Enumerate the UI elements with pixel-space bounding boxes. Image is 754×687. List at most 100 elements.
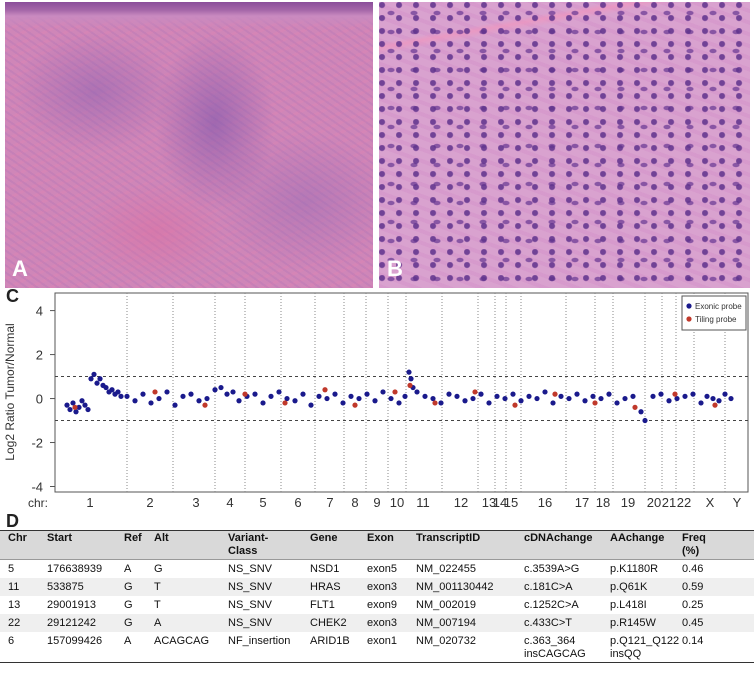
column-header: cDNAchange bbox=[524, 532, 593, 544]
legend-marker bbox=[686, 316, 692, 322]
legend-label: Exonic probe bbox=[695, 302, 742, 311]
data-point bbox=[592, 400, 598, 406]
table-cell: A bbox=[154, 617, 162, 629]
data-point bbox=[188, 391, 194, 397]
data-point bbox=[472, 389, 478, 395]
y-axis-label: Log2 Ratio Tumor/Normal bbox=[3, 323, 17, 460]
table-cell: exon5 bbox=[367, 563, 397, 575]
data-point bbox=[224, 391, 230, 397]
data-point bbox=[512, 402, 518, 408]
data-point bbox=[284, 395, 290, 402]
x-tick-label: 20 bbox=[647, 495, 661, 510]
table-cell: 533875 bbox=[47, 581, 84, 593]
data-point bbox=[82, 402, 88, 408]
table-cell: G bbox=[124, 617, 133, 629]
data-point bbox=[260, 400, 266, 406]
x-tick-label: 6 bbox=[294, 495, 301, 510]
data-point bbox=[196, 398, 202, 404]
data-point bbox=[462, 398, 468, 404]
data-point bbox=[722, 391, 728, 397]
data-point bbox=[364, 391, 370, 397]
data-point bbox=[510, 391, 516, 397]
histology-image-b bbox=[379, 2, 750, 288]
x-tick-label: 19 bbox=[621, 495, 635, 510]
data-point bbox=[388, 395, 394, 402]
x-tick-label: 15 bbox=[504, 495, 518, 510]
data-point bbox=[85, 406, 91, 413]
data-point bbox=[716, 398, 722, 404]
data-point bbox=[712, 402, 718, 408]
data-point bbox=[316, 393, 322, 399]
data-point bbox=[674, 395, 680, 402]
x-tick-label: 3 bbox=[192, 495, 199, 510]
data-point bbox=[109, 387, 115, 393]
table-cell: NM_001130442 bbox=[416, 581, 494, 593]
data-point bbox=[590, 393, 596, 399]
table-cell: exon3 bbox=[367, 617, 397, 629]
column-header: Variant-Class bbox=[228, 532, 269, 557]
plot-frame bbox=[54, 292, 749, 493]
table-cell: 22 bbox=[8, 617, 21, 629]
table-cell: 0.46 bbox=[682, 563, 704, 575]
table-cell: 0.14 bbox=[682, 635, 704, 647]
data-point bbox=[164, 389, 170, 395]
data-point bbox=[300, 391, 306, 397]
table-cell: NF_insertion bbox=[228, 635, 291, 647]
data-point bbox=[704, 393, 710, 399]
table-cell: NS_SNV bbox=[228, 617, 273, 629]
data-point bbox=[352, 402, 358, 408]
data-point bbox=[148, 400, 154, 406]
data-point bbox=[230, 389, 236, 395]
table-cell: p.Q121_Q122 insQQ bbox=[610, 635, 680, 660]
data-point bbox=[606, 391, 612, 397]
data-point bbox=[236, 398, 242, 404]
table-cell: 0.59 bbox=[682, 581, 704, 593]
data-point bbox=[340, 400, 346, 406]
x-tick-label: 13 bbox=[482, 495, 496, 510]
x-tick-label: 12 bbox=[454, 495, 468, 510]
data-point bbox=[690, 391, 696, 397]
table-cell: G bbox=[154, 563, 163, 575]
data-point bbox=[103, 384, 109, 391]
y-tick-label: 0 bbox=[36, 392, 43, 407]
data-point bbox=[282, 400, 288, 406]
x-tick-label: 1 bbox=[86, 495, 93, 510]
data-point bbox=[632, 404, 638, 410]
table-cell: ARID1B bbox=[310, 635, 350, 647]
table-cell: NM_007194 bbox=[416, 617, 476, 629]
data-point bbox=[407, 382, 413, 388]
table-cell: T bbox=[154, 599, 161, 611]
x-tick-label: Y bbox=[733, 495, 742, 510]
x-tick-label: 22 bbox=[677, 495, 691, 510]
data-point bbox=[710, 395, 716, 402]
column-header: Freq (%) bbox=[682, 532, 706, 557]
data-point bbox=[672, 391, 678, 397]
data-point bbox=[494, 393, 500, 399]
table-cell: NS_SNV bbox=[228, 581, 273, 593]
y-tick-label: -4 bbox=[31, 480, 43, 495]
data-point bbox=[518, 398, 524, 404]
legend-marker bbox=[686, 303, 692, 309]
x-tick-label: 16 bbox=[538, 495, 552, 510]
x-tick-label: 4 bbox=[226, 495, 233, 510]
data-point bbox=[630, 393, 636, 399]
data-point bbox=[396, 400, 402, 406]
data-point bbox=[432, 400, 438, 406]
data-point bbox=[414, 389, 420, 395]
data-point bbox=[172, 402, 178, 408]
panel-label: A bbox=[12, 256, 28, 281]
data-point bbox=[402, 393, 408, 399]
table-cell: c.363_364 insCAGCAG bbox=[524, 635, 586, 660]
data-point bbox=[308, 402, 314, 408]
table-cell: NM_020732 bbox=[416, 635, 476, 647]
x-tick-label: 11 bbox=[416, 495, 430, 510]
data-point bbox=[356, 395, 362, 402]
data-point bbox=[406, 369, 412, 375]
data-point bbox=[622, 395, 628, 402]
data-point bbox=[422, 393, 428, 399]
table-cell: 0.45 bbox=[682, 617, 704, 629]
data-point bbox=[67, 406, 73, 413]
panel-label: D bbox=[6, 511, 19, 531]
column-header: AAchange bbox=[610, 532, 665, 544]
x-tick-label: 18 bbox=[596, 495, 610, 510]
